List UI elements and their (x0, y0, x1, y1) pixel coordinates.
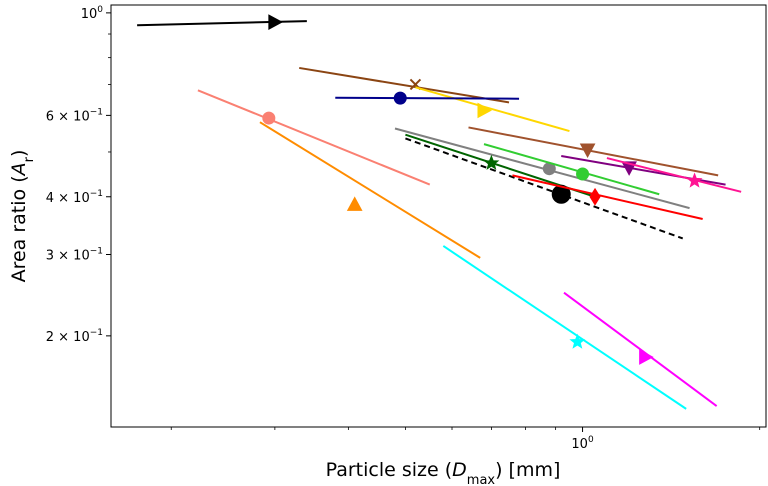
series-3 (335, 91, 520, 105)
series-4 (197, 89, 431, 186)
series-marker (576, 167, 590, 181)
series-line (259, 121, 481, 259)
axes-layer: 100 100 6 × 10−1 4 × 10−1 3 × 10−1 2 × 10−1 (46, 5, 761, 452)
series-line (197, 89, 431, 186)
series-10 (405, 137, 684, 240)
series-marker (477, 102, 493, 119)
series-marker (268, 14, 283, 30)
series-9 (483, 143, 660, 196)
series-11 (512, 174, 703, 220)
series-line (483, 143, 660, 196)
series-marker (483, 154, 500, 170)
y-tick-label: 3 × 10−1 (46, 246, 103, 263)
plot-frame (110, 4, 767, 428)
y-tick-label: 4 × 10−1 (46, 189, 103, 206)
y-tick-label: 2 × 10−1 (46, 328, 103, 345)
series-marker (639, 349, 654, 365)
series-line (299, 66, 510, 104)
series-5 (259, 121, 481, 259)
x-axis-label: Particle size (Dmax) [mm] (326, 459, 561, 486)
series-line (468, 126, 719, 177)
series-line (335, 96, 520, 100)
series-marker (589, 187, 601, 206)
series-line (512, 174, 703, 220)
series-marker (579, 143, 596, 159)
series-marker (551, 184, 571, 204)
x-marker-stroke (409, 78, 422, 91)
series-marker (262, 111, 276, 125)
series-line (394, 127, 690, 210)
x-tick-label: 100 (571, 435, 594, 452)
series-layer (137, 14, 742, 410)
y-tick-label: 100 (81, 5, 104, 22)
series-13 (606, 157, 742, 193)
series-15 (563, 291, 718, 407)
series-0 (137, 14, 307, 30)
series-14 (442, 245, 687, 410)
series-line (606, 157, 742, 193)
series-line (405, 137, 684, 240)
series-marker (569, 333, 586, 349)
y-tick-label: 6 × 10−1 (46, 107, 103, 124)
series-6 (468, 126, 719, 177)
y-axis-label: Area ratio (Ar) (8, 150, 37, 283)
series-marker (346, 196, 363, 211)
series-marker (393, 91, 407, 105)
series-line (442, 245, 687, 410)
series-2 (415, 86, 570, 132)
series-marker (686, 172, 703, 188)
series-line (563, 291, 718, 407)
series-line (415, 86, 570, 132)
